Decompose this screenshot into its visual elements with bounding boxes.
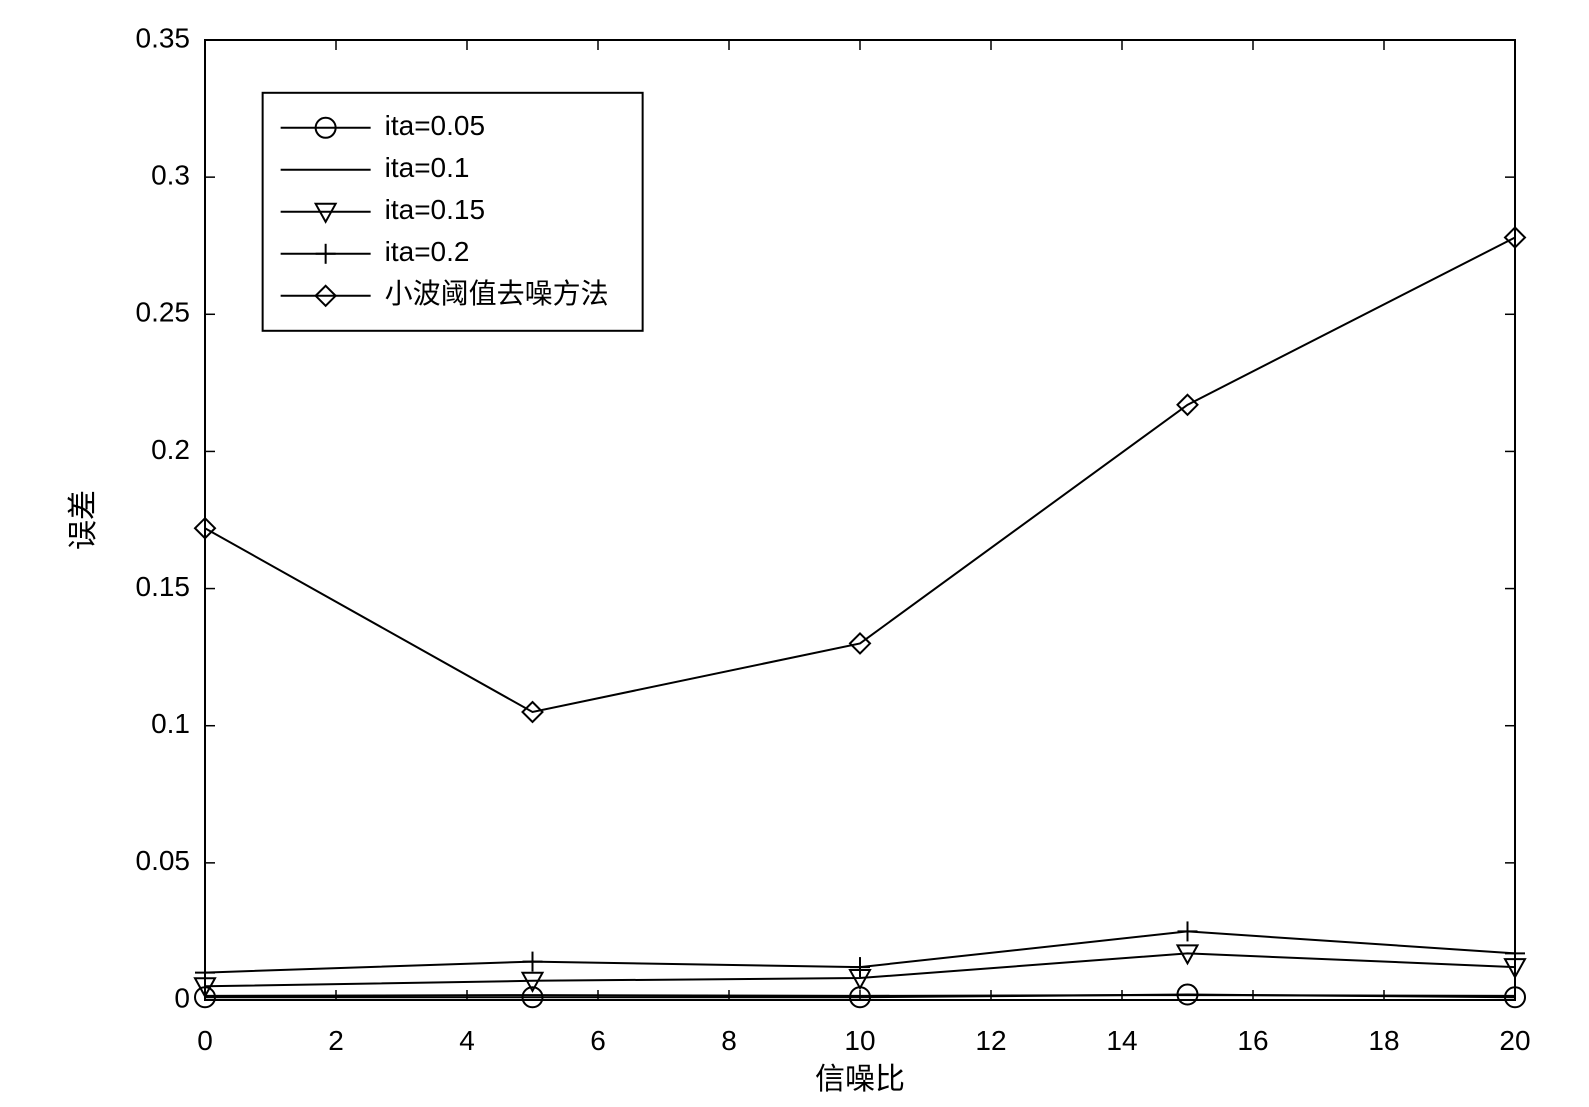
x-tick-label: 4 (459, 1025, 475, 1056)
x-tick-label: 8 (721, 1025, 737, 1056)
y-tick-label: 0.25 (136, 297, 191, 328)
x-tick-label: 18 (1368, 1025, 1399, 1056)
y-tick-label: 0.3 (151, 160, 190, 191)
legend: ita=0.05 ita=0.1 ita=0.15 ita=0.2 小波阈值去噪方法 (263, 93, 643, 331)
legend-item-label: ita=0.15 (385, 194, 485, 225)
x-tick-label: 0 (197, 1025, 213, 1056)
line-chart: 0 2 4 6 8 10 12 14 16 18 20 0 0.05 0.1 0.15 0.2 0.25 0.3 0… (0, 0, 1589, 1107)
legend-item-label: 小波阈值去噪方法 (385, 278, 609, 309)
x-axis-label: 信噪比 (815, 1063, 905, 1096)
x-tick-label: 2 (328, 1025, 344, 1056)
x-tick-label: 20 (1499, 1025, 1530, 1056)
y-axis-label: 误差 (67, 490, 100, 550)
x-tick-label: 14 (1106, 1025, 1137, 1056)
legend-item-label: ita=0.1 (385, 152, 470, 183)
series (205, 995, 1515, 996)
x-tick-label: 16 (1237, 1025, 1268, 1056)
y-tick-label: 0.05 (136, 845, 191, 876)
y-tick-label: 0 (174, 982, 190, 1013)
y-tick-label: 0.15 (136, 571, 191, 602)
y-tick-label: 0.2 (151, 434, 190, 465)
x-tick-label: 10 (844, 1025, 875, 1056)
y-tick-label: 0.1 (151, 708, 190, 739)
x-tick-label: 6 (590, 1025, 606, 1056)
legend-item-label: ita=0.2 (385, 236, 470, 267)
y-tick-label: 0.35 (136, 22, 191, 53)
legend-item-label: ita=0.05 (385, 110, 485, 141)
chart-container: 0 2 4 6 8 10 12 14 16 18 20 0 0.05 0.1 0.15 0.2 0.25 0.3 0… (0, 0, 1589, 1107)
x-tick-label: 12 (975, 1025, 1006, 1056)
